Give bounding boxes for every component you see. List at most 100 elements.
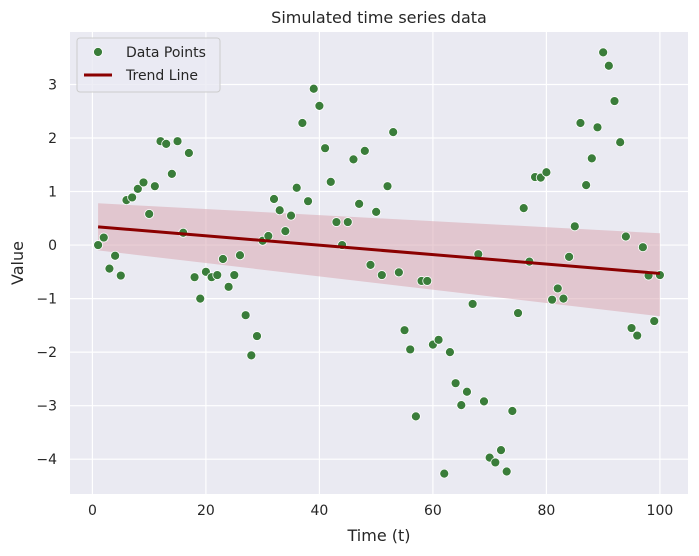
data-point: [569, 221, 580, 232]
data-point: [183, 148, 194, 158]
data-point: [166, 168, 177, 179]
data-point: [303, 196, 313, 207]
x-axis-title: Time (t): [347, 526, 411, 545]
data-point: [382, 181, 393, 192]
data-point: [144, 209, 155, 219]
data-point: [467, 299, 478, 309]
data-point: [439, 468, 450, 479]
data-point: [410, 411, 421, 422]
data-point: [240, 310, 251, 321]
data-point: [348, 154, 359, 165]
data-point: [603, 60, 614, 71]
data-point: [564, 251, 575, 262]
legend: Data Points Trend Line: [76, 37, 221, 93]
data-point: [138, 177, 149, 188]
data-point: [223, 281, 234, 292]
data-point: [314, 100, 325, 111]
y-tick-label: −3: [36, 399, 57, 415]
data-point: [575, 118, 586, 128]
data-point: [393, 267, 404, 278]
x-axis-ticks: 0 20 40 60 80 100: [88, 503, 673, 519]
data-point: [445, 347, 455, 358]
x-tick-label: 100: [647, 503, 674, 519]
data-point: [513, 308, 523, 318]
data-point: [501, 466, 512, 477]
data-point: [620, 231, 631, 242]
data-point: [263, 231, 274, 241]
data-point: [331, 217, 342, 227]
data-point: [479, 396, 489, 407]
data-point: [98, 232, 109, 243]
y-tick-label: 1: [48, 185, 57, 201]
data-point: [325, 176, 336, 187]
data-point: [229, 270, 240, 280]
data-point: [450, 378, 461, 389]
legend-label-trend-line: Trend Line: [125, 68, 198, 84]
y-tick-label: 3: [48, 77, 57, 93]
data-point: [632, 330, 643, 341]
data-point: [354, 198, 365, 209]
x-tick-label: 60: [424, 503, 442, 519]
data-point: [195, 293, 206, 304]
y-tick-label: 0: [48, 238, 57, 254]
data-point: [592, 122, 603, 133]
data-point: [552, 283, 563, 294]
data-point: [252, 331, 262, 341]
data-point: [388, 127, 399, 138]
data-point: [280, 226, 291, 237]
data-point: [161, 138, 172, 149]
data-point: [127, 192, 138, 203]
trend-line: [97, 225, 661, 275]
confidence-band: [98, 203, 660, 317]
data-point: [189, 272, 200, 283]
data-point: [218, 254, 228, 264]
data-point: [291, 182, 302, 193]
data-point: [115, 270, 126, 281]
data-point: [371, 206, 382, 217]
data-point: [172, 136, 183, 147]
data-point: [586, 153, 597, 164]
data-point: [615, 137, 626, 148]
legend-box: [76, 37, 221, 93]
data-point: [490, 457, 501, 468]
data-point: [518, 203, 529, 214]
data-point: [269, 194, 279, 204]
data-point: [320, 143, 330, 154]
legend-label-data-points: Data Points: [126, 45, 206, 61]
legend-marker-data-points: [93, 47, 103, 57]
data-point: [376, 270, 387, 280]
data-point: [274, 205, 285, 216]
data-point: [297, 118, 308, 128]
data-point: [581, 180, 592, 191]
data-point: [422, 276, 433, 286]
x-tick-label: 80: [537, 503, 555, 519]
data-point: [359, 145, 370, 156]
y-tick-label: 2: [48, 131, 57, 147]
data-point: [541, 167, 552, 178]
data-point: [558, 293, 569, 304]
x-tick-label: 20: [197, 503, 215, 519]
data-point: [649, 316, 660, 326]
y-axis-ticks: −4 −3 −2 −1 0 1 2 3: [36, 77, 57, 468]
data-point: [433, 334, 444, 345]
data-point: [405, 344, 416, 355]
y-tick-label: −2: [36, 345, 57, 361]
data-point: [235, 250, 245, 261]
data-point: [399, 325, 410, 336]
data-point: [365, 259, 376, 270]
data-point: [462, 386, 472, 397]
data-point: [609, 96, 620, 106]
data-point: [456, 400, 467, 411]
data-point: [132, 183, 143, 194]
data-point: [547, 294, 557, 305]
data-point: [149, 181, 160, 192]
data-point: [598, 47, 609, 58]
data-point: [110, 250, 121, 261]
data-point: [286, 210, 296, 221]
y-tick-label: −1: [36, 292, 57, 308]
data-point: [507, 406, 518, 416]
data-point: [637, 242, 648, 253]
data-point: [104, 263, 115, 274]
data-point: [308, 83, 319, 94]
